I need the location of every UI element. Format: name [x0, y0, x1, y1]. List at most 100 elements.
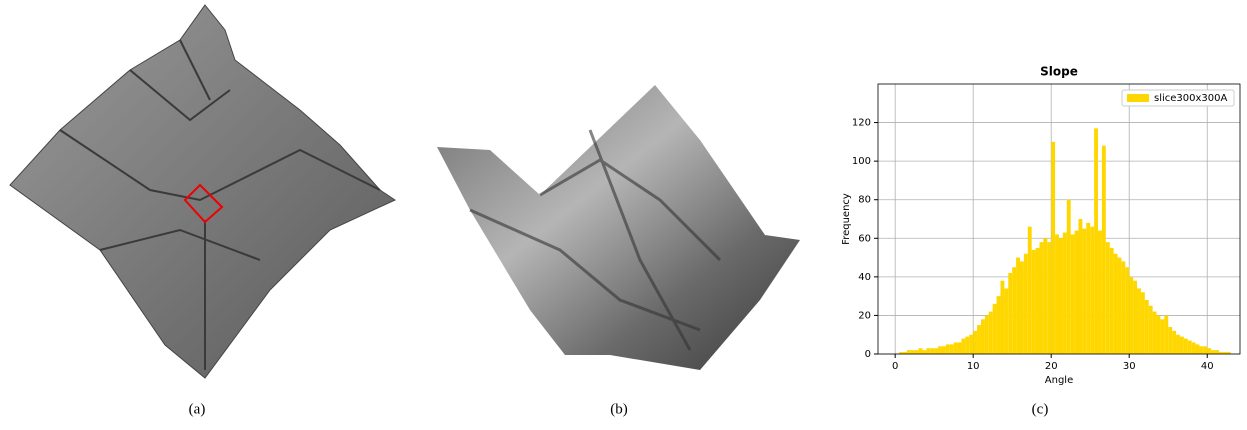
bar	[1157, 315, 1161, 354]
bar	[1094, 128, 1098, 354]
bar	[961, 339, 965, 354]
bar	[1071, 234, 1075, 354]
bar	[954, 342, 958, 354]
bar	[930, 348, 934, 354]
bar	[1036, 248, 1040, 354]
bar	[1164, 315, 1168, 354]
bar	[958, 342, 962, 354]
bar	[1145, 300, 1149, 354]
bar	[1020, 261, 1024, 354]
bar	[1133, 281, 1137, 354]
x-tick-label: 20	[1045, 361, 1058, 372]
bar	[973, 331, 977, 354]
bar	[1047, 242, 1051, 354]
bar	[946, 344, 950, 354]
bar	[1008, 273, 1012, 354]
bar	[1149, 306, 1153, 354]
bar	[1211, 350, 1215, 354]
bar	[989, 312, 993, 354]
bar	[1102, 146, 1106, 354]
bar	[1039, 242, 1043, 354]
bar	[911, 350, 915, 354]
bar	[1063, 233, 1067, 355]
bar	[1024, 254, 1028, 354]
bar	[1153, 312, 1157, 354]
bar	[1090, 227, 1094, 354]
bar	[969, 335, 973, 354]
bar	[1004, 288, 1008, 354]
bar	[1196, 344, 1200, 354]
x-tick-label: 10	[967, 361, 980, 372]
bar	[1028, 227, 1032, 354]
bar	[1188, 341, 1192, 355]
legend-swatch	[1127, 94, 1149, 102]
bar	[1199, 346, 1203, 354]
bar	[1075, 231, 1079, 354]
bar	[1043, 238, 1047, 354]
bar	[950, 344, 954, 354]
terrain-a	[10, 5, 395, 378]
bar	[1176, 335, 1180, 354]
bar	[1215, 350, 1219, 354]
bar	[1160, 319, 1164, 354]
bar	[1114, 254, 1118, 354]
figure: (a) (b) (c) 020406080100120010203040Slop…	[0, 0, 1247, 426]
bar	[922, 350, 926, 354]
bar	[1180, 337, 1184, 354]
terrain-b	[437, 85, 800, 370]
bar	[1184, 339, 1188, 354]
caption: (b)	[610, 401, 628, 417]
bar	[1137, 288, 1141, 354]
x-tick-label: 0	[892, 361, 898, 372]
bar	[1059, 238, 1063, 354]
bar	[965, 337, 969, 354]
caption: (a)	[189, 401, 206, 417]
bar	[977, 325, 981, 354]
y-tick-label: 40	[858, 272, 871, 283]
y-tick-label: 100	[852, 156, 871, 167]
y-tick-label: 120	[852, 118, 871, 129]
bar	[1207, 348, 1211, 354]
bar	[997, 296, 1001, 354]
bar	[1203, 346, 1207, 354]
bar	[1098, 231, 1102, 354]
bar	[942, 346, 946, 354]
bar	[1192, 342, 1196, 354]
bar	[1067, 200, 1071, 354]
bar	[934, 348, 938, 354]
bar	[1000, 281, 1004, 354]
bar	[1106, 242, 1110, 354]
bar	[919, 348, 923, 354]
chart-title: Slope	[1040, 65, 1078, 79]
bar	[1051, 142, 1055, 354]
bar	[985, 315, 989, 354]
bar	[915, 350, 919, 354]
bar	[1125, 267, 1129, 354]
caption: (c)	[1032, 401, 1049, 417]
bar	[981, 319, 985, 354]
y-tick-label: 20	[858, 310, 871, 321]
bar	[1172, 331, 1176, 354]
bar	[1055, 234, 1059, 354]
bar	[1118, 258, 1122, 354]
bar	[907, 350, 911, 354]
bar	[1016, 258, 1020, 354]
bar	[1110, 248, 1114, 354]
y-tick-label: 0	[865, 349, 871, 360]
bar	[1086, 223, 1090, 354]
bar	[1141, 292, 1145, 354]
legend-label: slice300x300A	[1154, 93, 1228, 104]
bar	[993, 304, 997, 354]
bar	[1121, 261, 1125, 354]
bar	[1168, 327, 1172, 354]
bar	[1012, 267, 1016, 354]
bar	[926, 348, 930, 354]
bar	[1082, 229, 1086, 354]
x-tick-label: 40	[1201, 361, 1214, 372]
y-tick-label: 80	[858, 195, 871, 206]
y-tick-label: 60	[858, 233, 871, 244]
bar	[1129, 277, 1133, 354]
bar	[1032, 250, 1036, 354]
bar	[938, 346, 942, 354]
